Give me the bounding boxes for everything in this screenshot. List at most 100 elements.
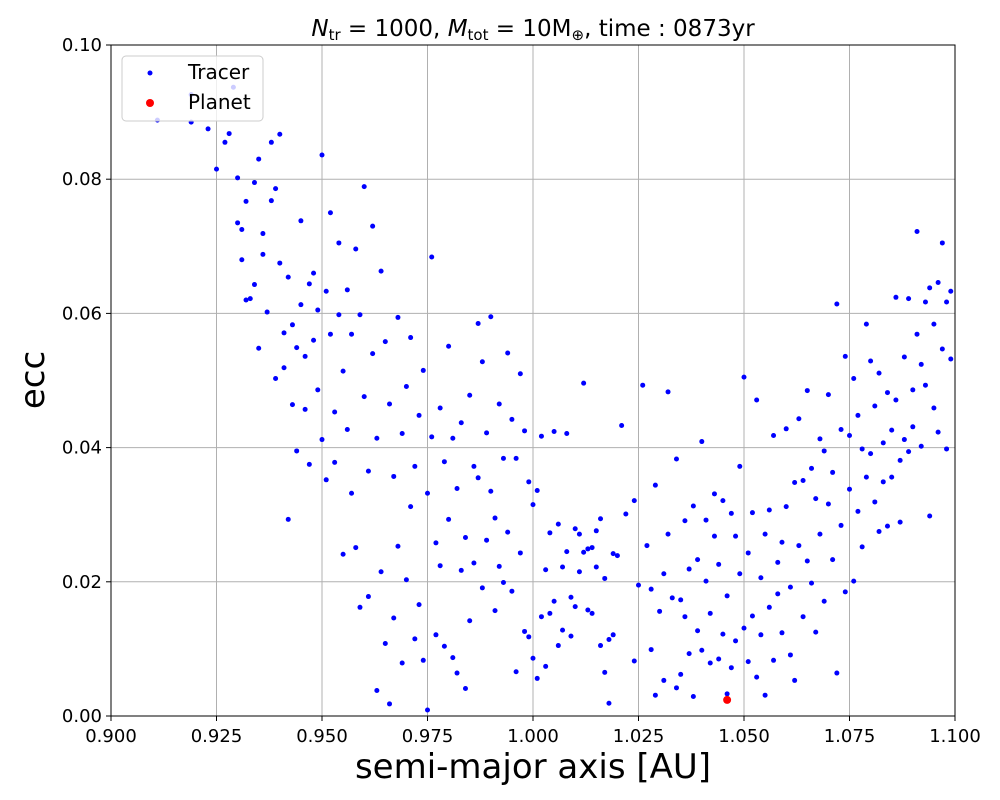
tracer-point [382, 641, 388, 647]
tracer-point [471, 463, 477, 469]
tracer-point [281, 365, 287, 371]
tracer-point [581, 549, 587, 555]
tracer-point [260, 231, 266, 237]
tracer-point [399, 431, 405, 437]
tracer-point [944, 446, 950, 452]
tracer-point [425, 707, 430, 713]
tracer-point [484, 537, 490, 543]
tracer-point [724, 691, 730, 697]
tracer-point [264, 309, 270, 315]
tracer-point [315, 307, 321, 313]
tracer-point [311, 270, 317, 276]
tracer-point [374, 435, 380, 441]
tracer-point [838, 522, 844, 528]
tracer-point [606, 700, 612, 706]
x-tick-label: 1.075 [824, 726, 876, 747]
tracer-point [948, 288, 954, 294]
tracer-point [543, 663, 549, 669]
tracer-point [395, 543, 401, 549]
tracer-point [513, 669, 519, 675]
tracer-point [838, 426, 844, 432]
tracer-point [927, 513, 933, 519]
tracer-point [289, 322, 295, 328]
x-tick-label: 1.025 [613, 726, 665, 747]
tracer-point [707, 610, 713, 616]
y-tick-label: 0.02 [62, 572, 102, 593]
tracer-point [488, 488, 494, 494]
legend: Tracer Planet [121, 55, 264, 122]
tracer-point [927, 285, 933, 291]
y-tick-label: 0.00 [62, 706, 102, 727]
tracer-point [771, 657, 777, 663]
tracer-point [581, 380, 587, 386]
tracer-point [526, 479, 532, 485]
tracer-point [420, 367, 426, 373]
tracer-point [378, 268, 384, 274]
tracer-point [652, 692, 658, 698]
tracer-point [602, 575, 608, 581]
tracer-point [944, 299, 950, 305]
tracer-point [711, 491, 717, 497]
tracer-point [462, 685, 468, 691]
tracer-point [939, 240, 945, 246]
tracer-point [847, 486, 852, 492]
tracer-point [669, 595, 675, 601]
tracer-point [741, 625, 747, 631]
tracer-point [340, 368, 346, 374]
tracer-point [399, 660, 405, 666]
tracer-point [251, 282, 257, 288]
tracer-point [766, 507, 772, 513]
tracer-point [412, 463, 418, 469]
tracer-point [327, 331, 333, 337]
y-axis-label: ecc [13, 351, 53, 409]
tracer-point [834, 301, 840, 307]
tracer-point [433, 632, 439, 638]
tracer-point [804, 558, 810, 564]
tracer-point [589, 545, 595, 551]
tracer-point [239, 257, 245, 263]
tracer-point [509, 416, 515, 422]
tracer-point [391, 615, 397, 621]
tracer-point [408, 504, 414, 510]
x-tick-label: 0.900 [85, 726, 137, 747]
tracer-point [302, 353, 308, 359]
tracer-point [830, 557, 836, 563]
tracer-point [560, 564, 566, 570]
tracer-point [745, 659, 751, 665]
tracer-point [522, 428, 528, 434]
tracer-point [889, 427, 895, 433]
legend-box [121, 55, 264, 122]
tracer-point [374, 688, 380, 694]
tracer-point [901, 354, 907, 360]
tracer-point [758, 632, 764, 638]
tracer-point [935, 280, 941, 286]
y-axis-ticks: 0.00 0.02 0.04 0.06 0.08 0.10 [62, 35, 111, 727]
tracer-point [479, 359, 485, 365]
tracer-point [901, 437, 907, 443]
tracer-point [526, 634, 532, 640]
tracer-point [251, 180, 257, 186]
tracer-point [863, 321, 869, 327]
tracer-point [446, 516, 452, 522]
tracer-point [323, 477, 329, 483]
tracer-point [564, 431, 570, 437]
tracer-point [353, 545, 359, 551]
tracer-point [762, 531, 768, 537]
tracer-point [593, 528, 599, 534]
tracer-point [842, 353, 848, 359]
tracer-point [534, 488, 540, 494]
tracer-point [479, 585, 485, 591]
x-tick-label: 0.925 [191, 726, 243, 747]
tracer-point [420, 657, 426, 663]
tracer-point [918, 443, 924, 449]
tracer-point [678, 597, 684, 603]
tracer-point [496, 563, 502, 569]
tracer-point [488, 314, 494, 320]
tracer-point [699, 439, 705, 445]
tracer-point [306, 281, 312, 287]
tracer-point [897, 519, 903, 525]
tracer-point [834, 670, 840, 676]
tracer-point [235, 175, 241, 181]
tracer-point [268, 139, 274, 145]
